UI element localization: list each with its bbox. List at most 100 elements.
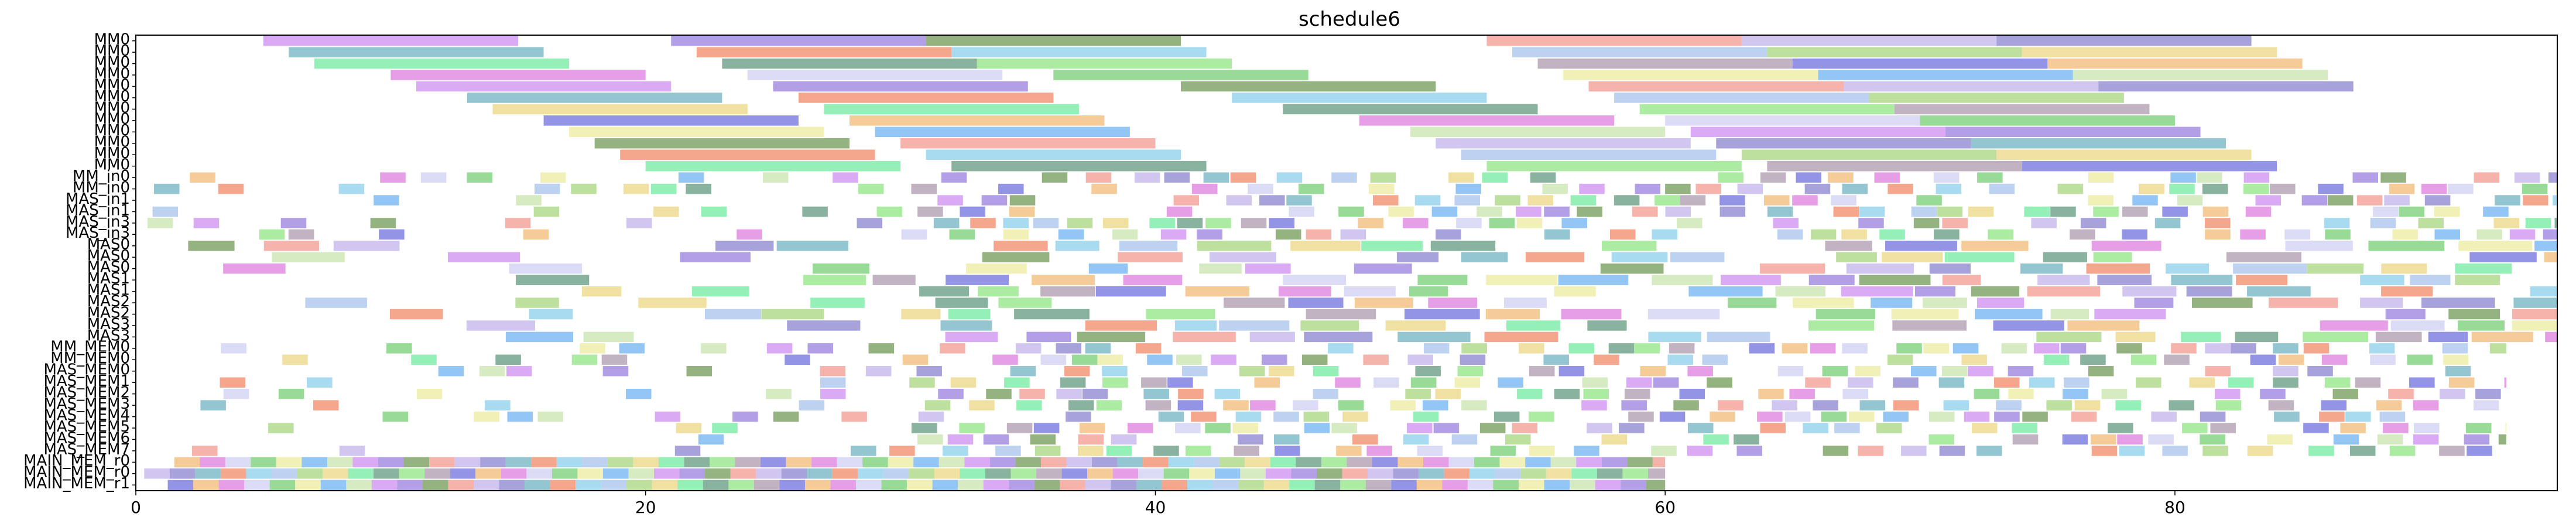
gantt-bar — [1512, 47, 1767, 57]
gantt-bar — [2321, 354, 2348, 365]
gantt-bar — [684, 457, 710, 468]
gantt-bar — [698, 434, 724, 445]
gantt-bar — [2091, 241, 2161, 251]
gantt-bar — [1976, 446, 2002, 456]
gantt-bar — [1177, 400, 1204, 410]
gantt-bar — [947, 434, 974, 445]
gantt-bar — [1570, 195, 1597, 206]
gantt-bar — [2171, 343, 2197, 354]
gantt-bar — [1688, 286, 1763, 297]
gantt-bar — [820, 377, 846, 388]
gantt-bar — [1270, 457, 1296, 468]
gantt-bar — [1187, 480, 1213, 491]
gantt-bar — [1934, 229, 1960, 240]
gantt-bar — [1405, 388, 1431, 399]
y-tick-label: MM_MEM0 — [50, 350, 130, 367]
gantt-bar — [2476, 229, 2502, 240]
gantt-bar — [1583, 388, 1609, 399]
gantt-bar — [1316, 468, 1342, 479]
gantt-bar — [2134, 297, 2174, 308]
gantt-bar — [272, 252, 345, 263]
gantt-bar — [1793, 297, 1854, 308]
gantt-bar — [416, 81, 672, 92]
gantt-bar — [1777, 366, 1804, 377]
gantt-bar — [1736, 446, 1763, 456]
gantt-bar — [1168, 457, 1194, 468]
gantt-bar — [705, 468, 731, 479]
gantt-bar — [1581, 400, 1607, 410]
gantt-bar — [2231, 343, 2256, 354]
gantt-bar — [147, 218, 173, 228]
gantt-bar — [1396, 252, 1439, 263]
gantt-bar — [2390, 320, 2445, 331]
gantt-bar — [2122, 206, 2148, 217]
gantt-bar — [515, 275, 590, 285]
gantt-bar — [550, 480, 576, 491]
gantt-bar — [1241, 218, 1267, 228]
gantt-bar — [2151, 411, 2177, 422]
gantt-bar — [1677, 218, 1703, 228]
gantt-bar — [909, 468, 934, 479]
y-tick-label: MM0 — [94, 111, 130, 128]
gantt-bar — [2012, 434, 2039, 445]
gantt-bar — [516, 195, 542, 206]
gantt-bar — [1026, 331, 1071, 343]
gantt-bar — [926, 149, 1181, 160]
gantt-bar — [1436, 138, 1691, 149]
gantt-bar — [467, 172, 492, 183]
gantt-bar — [2037, 275, 2090, 285]
gantt-bar — [2369, 343, 2395, 354]
gantt-bar — [1388, 206, 1414, 217]
gantt-bar — [762, 172, 789, 183]
gantt-bar — [1895, 104, 2150, 115]
gantt-bar — [1728, 297, 1777, 308]
gantt-bar — [645, 160, 901, 172]
gantt-bar — [2332, 388, 2359, 399]
gantt-bar — [263, 241, 319, 251]
gantt-bar — [1843, 81, 2099, 92]
gantt-bar — [2022, 160, 2277, 172]
gantt-bar — [701, 206, 727, 217]
gantt-bar — [1034, 446, 1061, 456]
gantt-bar — [2448, 309, 2500, 320]
gantt-bar — [1423, 457, 1449, 468]
y-tick-label: MAS_MEM5 — [43, 418, 130, 436]
y-tick-label: MAS_in1 — [66, 201, 130, 219]
gantt-bar — [1010, 468, 1037, 479]
gantt-bar — [1433, 423, 1460, 433]
y-tick-label: MAS_MEM7 — [43, 441, 130, 458]
gantt-bar — [1493, 411, 1520, 422]
gantt-bar — [2428, 331, 2468, 343]
gantt-bar — [1928, 434, 1955, 445]
gantt-bar — [1942, 218, 1968, 228]
gantt-bar — [1859, 275, 1931, 285]
gantt-bar — [1056, 388, 1082, 399]
gantt-bar — [1614, 195, 1640, 206]
gantt-bar — [1879, 229, 1905, 240]
gantt-bar — [1936, 183, 1962, 194]
gantt-bar — [1454, 195, 1480, 206]
gantt-bar — [1033, 218, 1059, 228]
gantt-bar — [390, 70, 646, 80]
gantt-bar — [1848, 377, 1873, 388]
gantt-bar — [2413, 400, 2439, 410]
gantt-bar — [2379, 411, 2406, 422]
gantt-bar — [1527, 195, 1553, 206]
gantt-bar — [2556, 183, 2557, 194]
gantt-bar — [531, 457, 557, 468]
gantt-bar — [1461, 400, 1487, 410]
gantt-bar — [1212, 480, 1239, 491]
gantt-bar — [901, 229, 927, 240]
gantt-bar — [1205, 423, 1231, 433]
gantt-bar — [1015, 457, 1041, 468]
gantt-bar — [515, 297, 559, 308]
y-tick-label: MM0 — [94, 156, 130, 174]
gantt-bar — [960, 206, 985, 217]
gantt-bar — [2181, 423, 2208, 433]
gantt-bar — [2360, 297, 2403, 308]
gantt-bar — [1841, 229, 1867, 240]
gantt-bar — [1102, 377, 1128, 388]
gantt-bar — [1528, 411, 1554, 422]
gantt-bar — [2062, 434, 2088, 445]
gantt-bar — [1993, 320, 2064, 331]
